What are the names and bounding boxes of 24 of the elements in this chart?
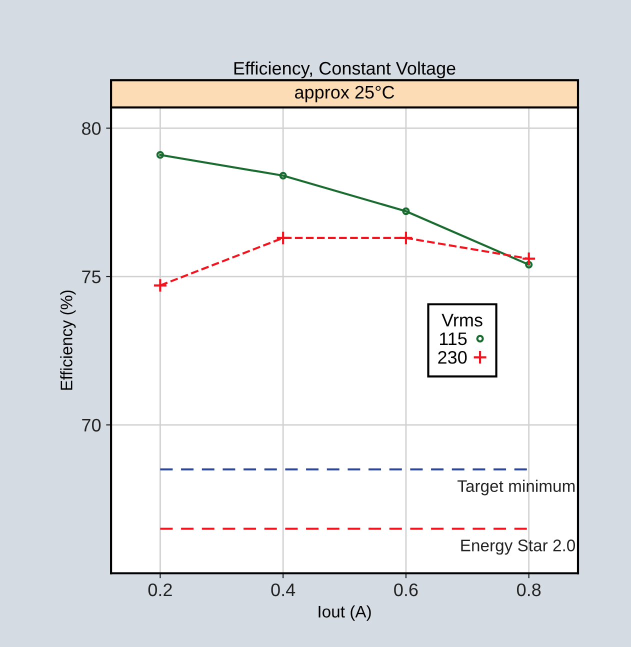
x-tick-label: 0.4 — [271, 583, 296, 596]
legend-label: 230 — [438, 351, 467, 364]
ref-line-label: Target minimum — [458, 480, 575, 496]
point — [156, 151, 164, 159]
x-axis-title: Iout (A) — [318, 605, 371, 621]
point — [152, 278, 168, 293]
point — [276, 230, 290, 246]
chart-title: Efficiency, Constant Voltage — [234, 61, 456, 78]
x-tick-label: 0.8 — [517, 583, 541, 596]
ref-line-label: Energy Star 2.0 — [461, 540, 576, 555]
point — [398, 230, 414, 246]
point — [525, 260, 533, 268]
point — [402, 207, 410, 216]
x-tick-label: 0.6 — [394, 583, 418, 596]
point — [522, 251, 536, 266]
y-tick-label: 80 — [82, 122, 101, 135]
point — [279, 172, 287, 180]
y-axis-title: Efficiency (%) — [60, 290, 76, 390]
chart-subtitle: approx 25°C — [295, 86, 394, 102]
y-tick-label: 70 — [82, 418, 101, 432]
y-tick-label: 75 — [82, 270, 101, 284]
legend-title: Vrms — [442, 314, 482, 327]
x-tick-label: 0.2 — [148, 583, 172, 596]
legend-label: 115 — [440, 332, 467, 346]
